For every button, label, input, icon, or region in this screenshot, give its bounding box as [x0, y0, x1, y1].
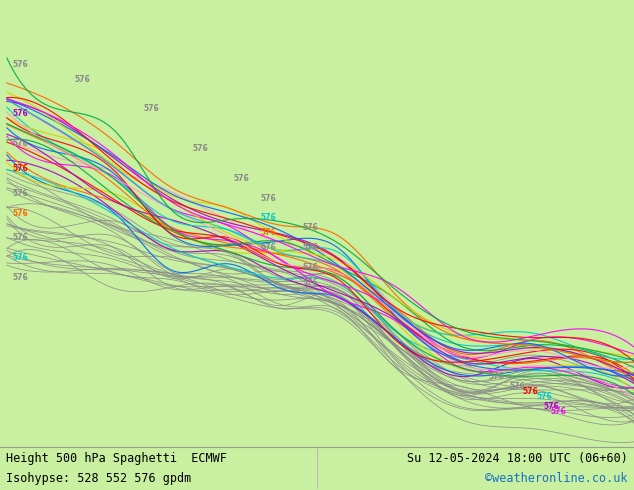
Text: 576: 576 [543, 402, 559, 411]
Text: 576: 576 [488, 372, 504, 381]
Text: 576: 576 [13, 164, 29, 173]
Text: 576: 576 [261, 214, 276, 222]
Text: 576: 576 [13, 233, 29, 243]
Text: Height 500 hPa Spaghetti  ECMWF: Height 500 hPa Spaghetti ECMWF [6, 452, 227, 465]
Text: 576: 576 [302, 263, 318, 272]
Text: 576: 576 [302, 223, 318, 232]
Text: 576: 576 [192, 144, 208, 153]
Text: 576: 576 [523, 387, 538, 396]
Text: 576: 576 [261, 194, 276, 203]
Text: 576: 576 [13, 273, 29, 282]
Text: 576: 576 [13, 189, 29, 198]
Text: 576: 576 [13, 109, 29, 119]
Text: 576: 576 [302, 243, 318, 252]
Text: 576: 576 [261, 228, 276, 237]
Text: 576: 576 [144, 104, 160, 114]
Text: 576: 576 [536, 392, 552, 401]
Text: 576: 576 [550, 407, 566, 416]
Text: 576: 576 [261, 243, 276, 252]
Text: Su 12-05-2024 18:00 UTC (06+60): Su 12-05-2024 18:00 UTC (06+60) [407, 452, 628, 465]
Text: 576: 576 [13, 253, 29, 262]
Text: 576: 576 [13, 60, 29, 69]
Text: 576: 576 [13, 209, 29, 218]
Text: Isohypse: 528 552 576 gpdm: Isohypse: 528 552 576 gpdm [6, 472, 191, 486]
Text: 576: 576 [75, 75, 91, 84]
Text: ©weatheronline.co.uk: ©weatheronline.co.uk [485, 472, 628, 486]
Text: 576: 576 [13, 139, 29, 148]
Text: 576: 576 [302, 278, 318, 287]
Text: 576: 576 [509, 382, 525, 391]
Text: 576: 576 [233, 174, 249, 183]
